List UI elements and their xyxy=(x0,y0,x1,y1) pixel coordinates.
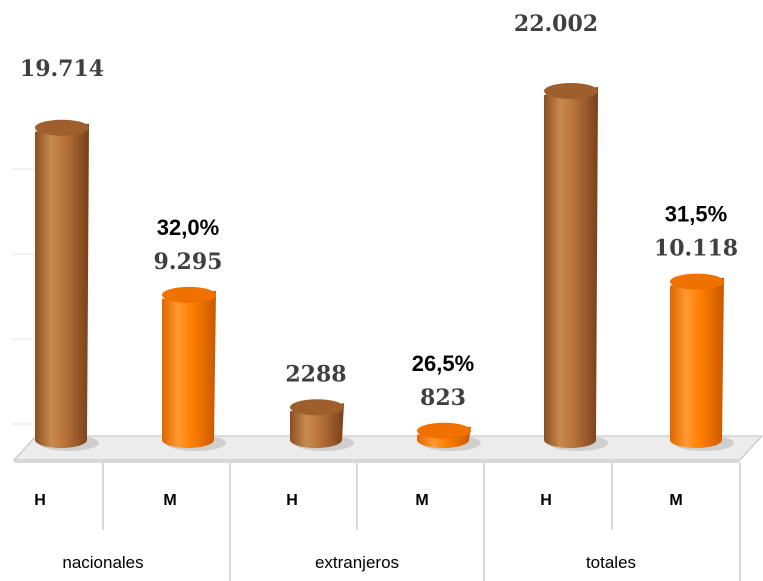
bar-nacionales-M xyxy=(162,286,226,451)
value-label: 823 xyxy=(420,385,466,411)
bar-top xyxy=(670,273,724,290)
value-label: 19.714 xyxy=(20,56,104,82)
value-label: 22.002 xyxy=(514,11,598,37)
floor-front-edge xyxy=(14,460,740,463)
bar-body xyxy=(35,123,89,448)
value-label: 10.118 xyxy=(654,236,738,262)
tick-label-H: H xyxy=(286,492,298,509)
bar-nacionales-H xyxy=(35,119,99,451)
bar-extranjeros-M xyxy=(417,422,481,451)
bar-top xyxy=(544,83,598,99)
tick-label-M: M xyxy=(669,492,682,509)
category-axis xyxy=(102,463,741,581)
bar-body xyxy=(670,277,724,448)
value-label: 2288 xyxy=(285,361,346,387)
group-label: nacionales xyxy=(62,553,143,572)
tick-label-H: H xyxy=(540,492,552,509)
bar-top xyxy=(290,399,344,416)
group-label: totales xyxy=(586,553,636,572)
group-label: extranjeros xyxy=(315,553,399,572)
bar-body xyxy=(290,403,344,448)
bar-totales-M xyxy=(670,273,734,451)
bars xyxy=(35,83,734,451)
percent-label: 26,5% xyxy=(412,351,474,376)
bar-extranjeros-H xyxy=(290,399,354,451)
bar-top xyxy=(162,286,216,303)
value-label: 9.295 xyxy=(154,249,223,275)
bar-totales-H xyxy=(544,83,608,451)
chart-floor xyxy=(12,435,763,461)
tick-label-M: M xyxy=(163,492,176,509)
bar-body xyxy=(162,290,216,448)
tick-label-H: H xyxy=(34,492,46,509)
percent-label: 31,5% xyxy=(665,202,727,227)
bar-top xyxy=(35,119,89,136)
bar-body xyxy=(544,87,598,448)
data-labels: 19.714 9.295 32,0% 2288 823 26,5% 22.002 10.118… xyxy=(20,11,738,411)
tick-label-M: M xyxy=(415,492,428,509)
bar-top xyxy=(417,422,471,439)
percent-label: 32,0% xyxy=(157,215,219,240)
